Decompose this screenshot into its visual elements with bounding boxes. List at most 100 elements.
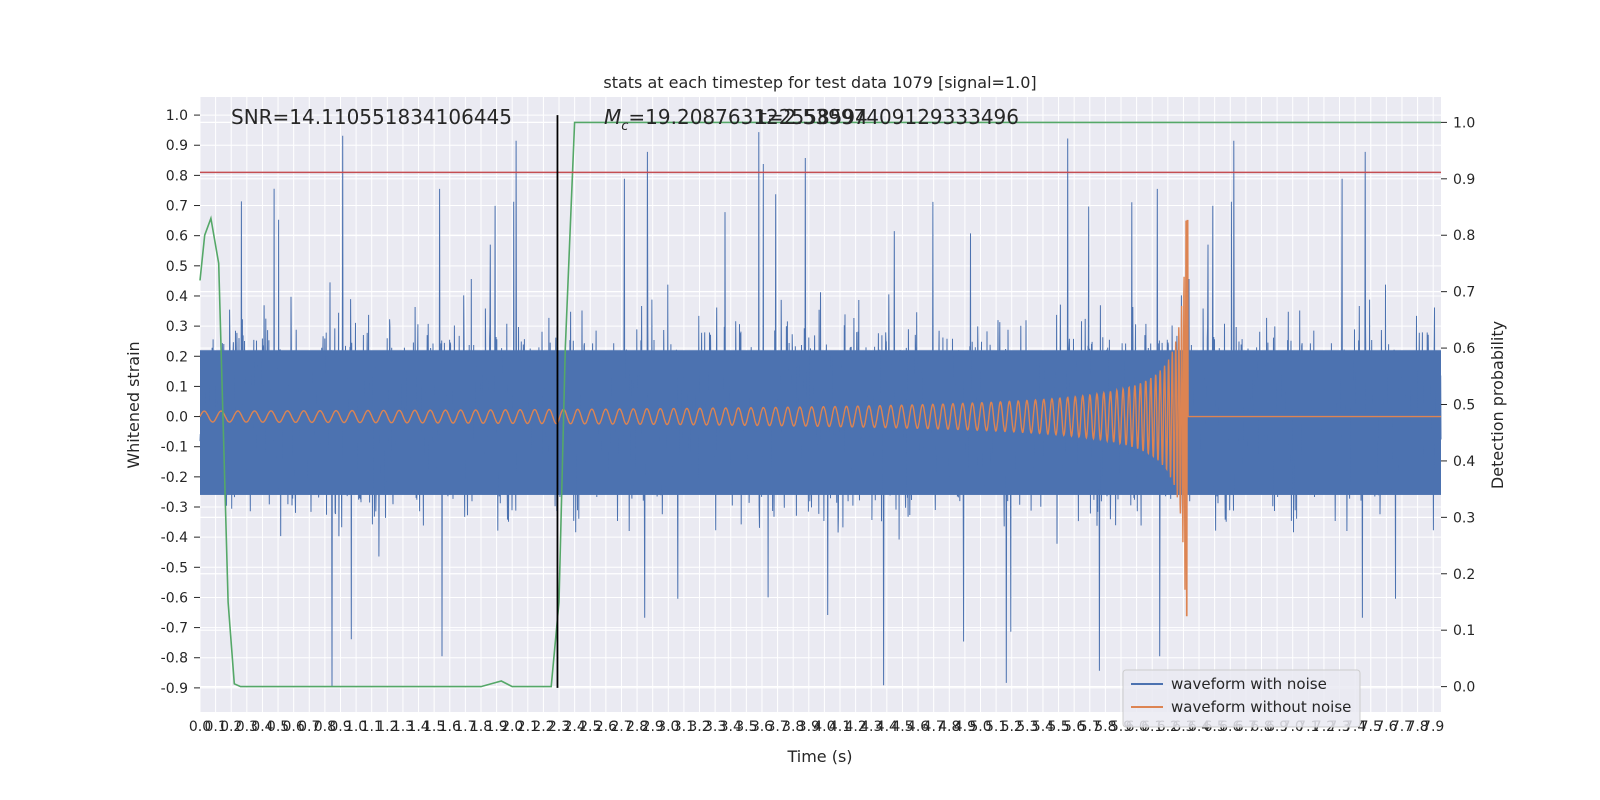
y-right-tick-label: 0.3 [1453,510,1475,526]
x-tick-label: 1.7 [454,719,476,735]
x-tick-label: 5.0 [969,719,991,735]
y-tick-label: 0.5 [166,259,188,275]
legend-box [1122,669,1361,728]
x-tick-label: 3.8 [782,719,804,735]
x-tick-label: 5.2 [1001,719,1023,735]
y-axis-right-ticks: 1.0 0.9 0.8 0.7 0.6 0.5 0.4 0.3 0.2 0.1 0.0 [1441,115,1475,696]
y-tick-label: -0.8 [161,651,188,667]
x-tick-label: 3.7 [766,719,788,735]
x-tick-label: 1.9 [485,719,507,735]
x-tick-label: 0.2 [220,719,242,735]
y-right-tick-label: 0.7 [1453,285,1475,301]
x-tick-label: 0.5 [267,719,289,735]
x-tick-label: 2.4 [564,719,586,735]
x-tick-label: 3.0 [657,719,679,735]
y-tick-label: -0.6 [161,590,188,606]
y-right-tick-label: 0.5 [1453,398,1475,414]
y-axis-ticks: 1.0 0.9 0.8 0.7 0.6 0.5 0.4 0.3 0.2 0.1 0.0 -0.1 -0.… [161,108,200,697]
y-tick-label: 0.7 [166,199,188,215]
x-tick-label: 5.7 [1079,719,1101,735]
y-tick-label: -0.1 [161,440,188,456]
x-tick-label: 0.6 [283,719,305,735]
y-right-tick-label: 0.4 [1453,454,1475,470]
y-tick-label: 0.3 [166,319,188,335]
y-tick-label: -0.5 [161,560,188,576]
x-tick-label: 5.5 [1047,719,1069,735]
y-right-tick-label: 0.1 [1453,623,1475,639]
x-tick-label: 4.9 [954,719,976,735]
x-tick-label: 7.8 [1406,719,1428,735]
y-tick-label: -0.7 [161,621,188,637]
x-tick-label: 1.4 [407,719,429,735]
y-axis-right-label: Detection probability [1488,321,1507,489]
x-tick-label: 3.4 [720,719,742,735]
x-tick-label: 3.6 [751,719,773,735]
chirp-mass-annotation: Mc=19.208763122558594 [604,105,868,134]
probability-line [199,121,1441,688]
x-tick-label: 1.0 [345,719,367,735]
x-tick-label: 2.8 [626,719,648,735]
series-waveform-without-noise [199,219,1441,617]
y-right-tick-label: 0.2 [1453,567,1475,583]
snr-annotation: SNR=14.110551834106445 [231,105,512,129]
y-tick-label: 0.8 [166,168,188,184]
y-right-tick-label: 0.0 [1453,680,1475,696]
chirp-mass-subscript: c [621,119,628,134]
x-tick-label: 3.5 [735,719,757,735]
x-tick-label: 2.1 [517,719,539,735]
y-tick-label: 0.4 [166,289,188,305]
x-tick-label: 1.6 [439,719,461,735]
x-tick-label: 1.3 [392,719,414,735]
x-tick-label: 4.2 [844,719,866,735]
noise-line [199,132,1442,687]
x-tick-label: 0.0 [189,719,211,735]
y-tick-label: -0.3 [161,500,188,516]
x-tick-label: 4.0 [813,719,835,735]
chart-title: stats at each timestep for test data 107… [603,73,1036,92]
x-tick-label: 1.5 [423,719,445,735]
y-tick-label: 0.9 [166,138,188,154]
x-tick-label: 3.1 [673,719,695,735]
x-tick-label: 4.8 [938,719,960,735]
y-tick-label: 1.0 [166,108,188,124]
x-tick-label: 2.0 [501,719,523,735]
x-tick-label: 3.2 [688,719,710,735]
x-tick-label: 5.6 [1063,719,1085,735]
y-right-tick-label: 0.6 [1453,341,1475,357]
y-tick-label: -0.2 [161,470,188,486]
x-tick-label: 5.3 [1016,719,1038,735]
x-tick-label: 2.2 [532,719,554,735]
x-tick-label: 7.9 [1422,719,1444,735]
x-tick-label: 5.1 [985,719,1007,735]
x-tick-label: 4.3 [860,719,882,735]
time-annotation: t=2.53997409129333496 [759,105,1019,129]
x-tick-label: 2.7 [610,719,632,735]
x-tick-label: 1.2 [376,719,398,735]
legend-label-noise: waveform with noise [1171,675,1327,693]
x-tick-label: 1.8 [470,719,492,735]
x-tick-label: 5.4 [1032,719,1054,735]
chirp-mass-value: =19.208763122558594 [628,105,867,129]
x-tick-label: 0.8 [314,719,336,735]
x-tick-label: 2.6 [595,719,617,735]
x-tick-label: 1.1 [361,719,383,735]
x-tick-label: 0.4 [251,719,273,735]
x-tick-label: 4.1 [829,719,851,735]
y-tick-label: -0.4 [161,530,188,546]
x-tick-label: 7.6 [1375,719,1397,735]
x-tick-label: 3.9 [798,719,820,735]
x-tick-label: 2.3 [548,719,570,735]
x-tick-label: 4.5 [891,719,913,735]
y-right-tick-label: 0.9 [1453,172,1475,188]
x-tick-label: 0.7 [298,719,320,735]
y-tick-label: 0.6 [166,229,188,245]
x-tick-label: 0.9 [329,719,351,735]
x-tick-label: 5.8 [1094,719,1116,735]
y-tick-label: 0.0 [166,410,188,426]
y-tick-label: 0.1 [166,379,188,395]
y-right-tick-label: 1.0 [1453,115,1475,131]
reference-lines [200,115,1441,688]
x-axis-label: Time (s) [786,747,852,766]
y-tick-label: 0.2 [166,349,188,365]
